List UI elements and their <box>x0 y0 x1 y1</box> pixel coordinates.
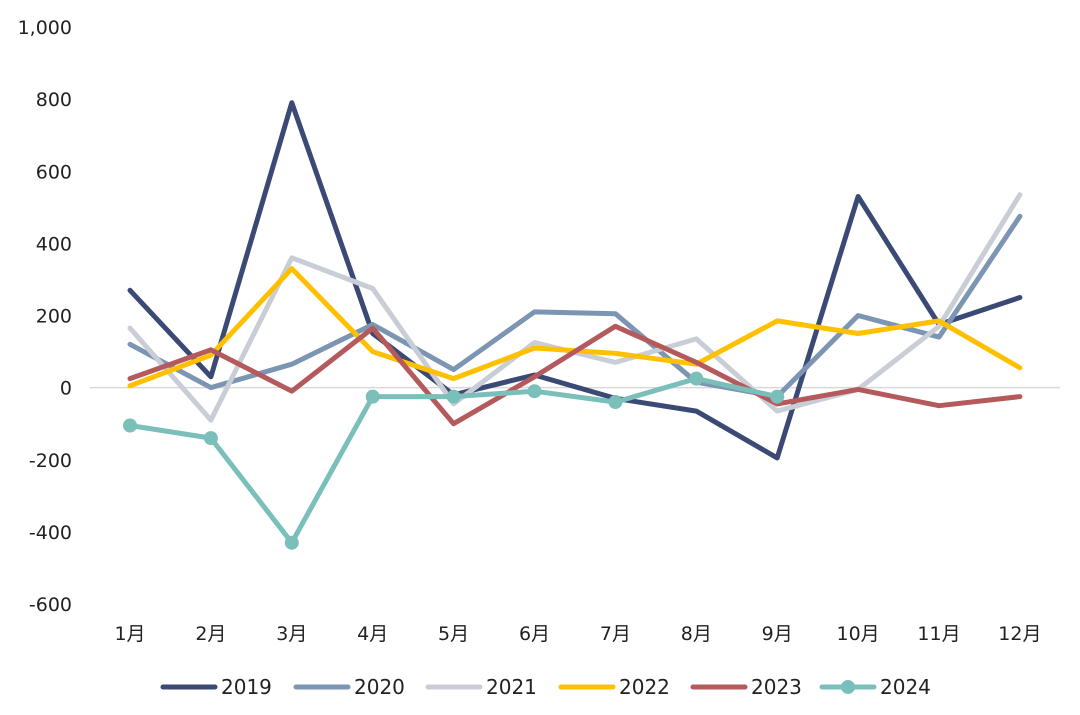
y-tick-label: 600 <box>36 161 72 183</box>
data-point-2024 <box>608 395 623 410</box>
legend: 2019 2020 2021 2022 2023 2024 <box>160 675 931 699</box>
legend-item-2024: 2024 <box>819 675 931 699</box>
legend-label: 2020 <box>354 675 405 699</box>
series-2020 <box>127 213 1023 400</box>
legend-item-2023: 2023 <box>690 675 802 699</box>
legend-marker <box>841 680 855 694</box>
legend-label: 2024 <box>880 675 931 699</box>
series-2024 <box>123 371 785 550</box>
legend-label: 2021 <box>486 675 537 699</box>
series-line-2023 <box>127 323 1023 427</box>
x-tick-label: 6月 <box>519 623 550 645</box>
y-tick-label: 400 <box>36 233 72 255</box>
y-tick-label: -200 <box>29 450 72 472</box>
legend-item-2020: 2020 <box>293 675 405 699</box>
x-tick-label: 12月 <box>998 623 1041 645</box>
data-point-2024 <box>527 384 542 399</box>
series-line-2019 <box>127 100 1023 461</box>
data-point-2024 <box>284 535 299 550</box>
data-point-2024 <box>770 389 785 404</box>
x-tick-label: 9月 <box>762 623 793 645</box>
x-tick-label: 5月 <box>438 623 469 645</box>
x-tick-label: 7月 <box>600 623 631 645</box>
y-tick-label: -400 <box>29 522 72 544</box>
x-tick-label: 11月 <box>917 623 960 645</box>
x-tick-label: 10月 <box>837 623 880 645</box>
y-tick-label: 1,000 <box>18 17 72 39</box>
legend-item-2021: 2021 <box>425 675 537 699</box>
series-2019 <box>127 100 1023 461</box>
y-tick-label: 200 <box>36 306 72 328</box>
data-point-2024 <box>123 418 137 433</box>
legend-label: 2019 <box>221 675 272 699</box>
data-point-2024 <box>365 389 380 404</box>
x-tick-label: 1月 <box>114 623 145 645</box>
series-line-2020 <box>127 213 1023 400</box>
data-point-2024 <box>446 389 461 404</box>
x-axis: 1月 2月 3月 4月 5月 6月 7月 8月 9月 10月 11月 12月 <box>114 623 1041 645</box>
legend-label: 2022 <box>619 675 670 699</box>
x-tick-label: 3月 <box>276 623 307 645</box>
y-axis: -600 -400 -200 0 200 400 600 800 1,000 <box>18 17 72 616</box>
x-tick-label: 2月 <box>195 623 226 645</box>
series-2023 <box>127 323 1023 427</box>
y-tick-label: 0 <box>60 378 72 400</box>
series-group <box>123 100 1023 550</box>
x-tick-label: 4月 <box>357 623 388 645</box>
legend-item-2019: 2019 <box>160 675 272 699</box>
data-point-2024 <box>689 371 704 386</box>
x-tick-label: 8月 <box>681 623 712 645</box>
legend-label: 2023 <box>751 675 802 699</box>
data-point-2024 <box>203 431 218 446</box>
legend-item-2022: 2022 <box>558 675 670 699</box>
y-tick-label: 800 <box>36 89 72 111</box>
y-tick-label: -600 <box>29 594 72 616</box>
